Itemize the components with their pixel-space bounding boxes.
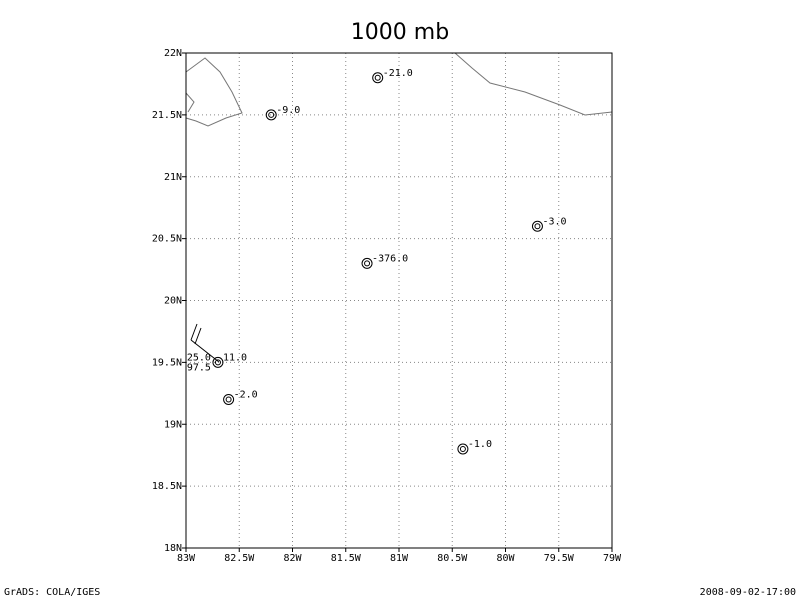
station-marker: [457, 443, 469, 455]
station-marker: [265, 109, 277, 121]
station-value: -9.0: [276, 105, 300, 116]
footer-left: GrADS: COLA/IGES: [4, 587, 100, 598]
x-tick-label: 79.5W: [544, 553, 575, 564]
y-tick-label: 18.5N: [152, 481, 182, 492]
station-value: -1.0: [468, 439, 492, 450]
station-marker: [223, 394, 235, 405]
station-value: -376.0: [372, 253, 408, 264]
y-tick-label: 21.5N: [152, 110, 182, 121]
plot-frame: [185, 52, 613, 549]
station-marker: [361, 257, 373, 269]
y-tick-label: 20N: [164, 296, 182, 307]
x-tick-label: 80.5W: [437, 553, 468, 564]
station-marker-inner: [214, 359, 221, 366]
coastline: [185, 92, 195, 113]
station-note: 97.5: [187, 362, 211, 373]
y-tick-label: 21N: [164, 172, 182, 183]
x-tick-label: 79W: [603, 553, 622, 564]
station-value: -3.0: [542, 216, 566, 227]
chart-title: 1000 mb: [351, 20, 449, 45]
y-tick-label: 22N: [164, 48, 182, 59]
station-note: 25.0: [187, 352, 211, 363]
station-value: 11.0: [223, 352, 247, 363]
station-marker-inner: [374, 74, 381, 81]
station-marker: [531, 220, 543, 232]
station-value: -21.0: [383, 68, 413, 79]
y-tick-label: 19N: [164, 419, 182, 430]
x-tick-label: 82.5W: [224, 553, 255, 564]
station-marker-inner: [534, 223, 541, 230]
station-marker-inner: [225, 396, 232, 403]
y-tick-label: 19.5N: [152, 357, 182, 368]
footer-right: 2008-09-02-17:00: [700, 587, 796, 598]
y-tick-label: 18N: [164, 543, 182, 554]
x-tick-label: 80W: [496, 553, 515, 564]
coastline: [185, 57, 243, 127]
station-marker: [212, 356, 224, 368]
station-marker-inner: [459, 446, 466, 452]
y-tick-label: 20.5N: [152, 234, 182, 245]
x-tick-label: 83W: [177, 553, 196, 564]
station-marker: [372, 72, 384, 84]
x-tick-label: 82W: [283, 553, 302, 564]
station-marker-inner: [364, 260, 371, 267]
coastline: [454, 52, 613, 116]
x-tick-label: 81W: [390, 553, 409, 564]
station-value: -2.0: [234, 390, 258, 401]
x-tick-label: 81.5W: [331, 553, 362, 564]
station-marker-inner: [268, 111, 275, 118]
